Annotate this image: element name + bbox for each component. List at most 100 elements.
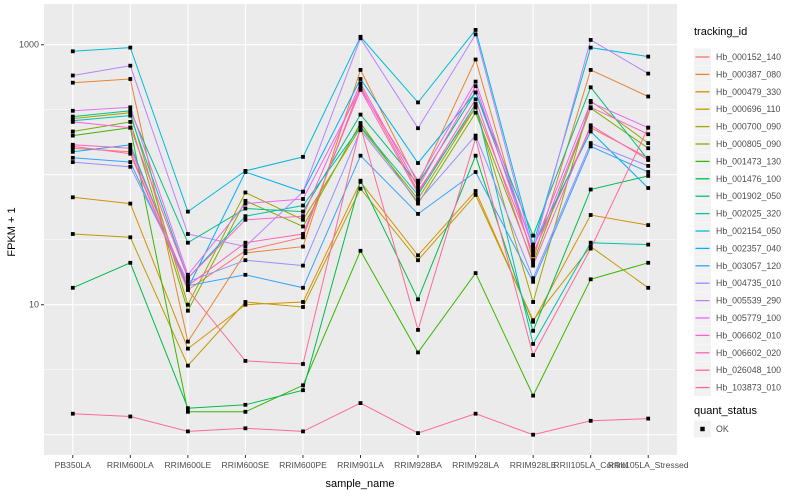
data-point — [186, 409, 190, 414]
legend-item-Hb_000479_330: Hb_000479_330 — [694, 83, 781, 101]
data-point — [358, 401, 363, 405]
data-point — [646, 141, 651, 145]
data-point — [358, 84, 363, 89]
data-point — [588, 85, 593, 90]
data-point — [128, 260, 133, 265]
data-point — [416, 182, 420, 186]
data-point — [186, 429, 190, 434]
legend: Hb_000152_140 Hb_000387_080 Hb_000479_330 H… — [694, 48, 781, 438]
data-point — [531, 276, 535, 281]
legend-item-Hb_005539_290: Hb_005539_290 — [694, 292, 781, 310]
data-point — [301, 197, 305, 201]
legend-item-Hb_026048_100: Hb_026048_100 — [694, 361, 781, 379]
data-point — [358, 124, 363, 129]
data-point — [243, 201, 248, 206]
legend-label: Hb_026048_100 — [716, 365, 781, 375]
legend-item-Hb_001473_130: Hb_001473_130 — [694, 152, 781, 170]
data-point — [301, 214, 305, 219]
data-point — [416, 258, 420, 263]
legend-label: Hb_000700_090 — [716, 122, 781, 132]
legend-label: Hb_000479_330 — [716, 87, 781, 97]
data-point — [358, 121, 363, 125]
data-point — [70, 114, 75, 119]
data-point — [531, 251, 535, 255]
data-point — [473, 189, 478, 193]
data-point — [128, 146, 133, 151]
data-point — [128, 63, 133, 68]
legend-item-Hb_002025_320: Hb_002025_320 — [694, 205, 781, 223]
data-point — [243, 409, 248, 414]
data-point — [301, 305, 305, 309]
data-point — [473, 411, 478, 416]
legend-label: Hb_005779_100 — [716, 313, 781, 323]
data-point — [473, 136, 478, 141]
data-point — [473, 84, 478, 89]
legend-label: Hb_002154_050 — [716, 226, 781, 236]
data-point — [531, 353, 535, 357]
data-point — [301, 300, 305, 304]
data-point — [416, 212, 420, 216]
data-point — [70, 108, 75, 113]
data-point — [473, 32, 478, 37]
data-point — [358, 112, 363, 117]
data-point — [531, 244, 535, 249]
data-point — [473, 79, 478, 84]
data-point — [588, 125, 593, 130]
data-point — [186, 363, 190, 368]
data-point — [588, 105, 593, 110]
data-point — [531, 258, 535, 263]
data-point — [301, 224, 305, 229]
data-point — [646, 146, 651, 151]
data-point — [588, 187, 593, 192]
data-point — [646, 71, 651, 76]
data-point — [358, 77, 363, 81]
y-axis-title: FPKM + 1 — [6, 207, 18, 256]
data-point — [301, 383, 305, 388]
data-point — [416, 161, 420, 165]
legend-item-Hb_103873_010: Hb_103873_010 — [694, 379, 781, 397]
legend-label: Hb_002357_040 — [716, 243, 781, 253]
data-point — [358, 153, 363, 158]
data-point — [646, 158, 651, 162]
data-point — [243, 251, 248, 255]
y-tick-label: 1000 — [19, 40, 39, 50]
data-point — [531, 393, 535, 398]
data-point — [646, 223, 651, 227]
data-point — [646, 164, 651, 168]
data-point — [243, 300, 248, 304]
data-point — [473, 193, 478, 197]
data-point — [301, 217, 305, 222]
data-point — [301, 232, 305, 236]
x-tick-label: PB350LA — [55, 460, 92, 470]
x-tick-label: RRIM600PE — [279, 460, 327, 470]
data-point — [416, 100, 420, 105]
y-tick-label: 10 — [29, 300, 39, 310]
legend-label: Hb_000152_140 — [716, 52, 781, 62]
data-point — [128, 235, 133, 240]
data-point — [531, 342, 535, 346]
data-point — [186, 209, 190, 214]
data-point — [70, 155, 75, 160]
data-point — [646, 94, 651, 99]
data-point — [301, 203, 305, 208]
data-point — [588, 246, 593, 251]
data-point — [186, 240, 190, 245]
data-point — [186, 232, 190, 236]
data-point — [243, 248, 248, 253]
data-point — [301, 244, 305, 249]
data-point — [186, 272, 190, 277]
legend-item-Hb_000696_110: Hb_000696_110 — [694, 100, 781, 118]
data-point — [416, 185, 420, 190]
plot-panel — [44, 4, 677, 455]
data-point — [531, 242, 535, 247]
legend-title-tracking-id: tracking_id — [694, 26, 747, 38]
data-point — [646, 285, 651, 290]
data-point — [646, 125, 651, 130]
data-point — [70, 116, 75, 121]
legend-label: Hb_103873_010 — [716, 383, 781, 393]
x-tick-label: RRIM901LA — [337, 460, 384, 470]
legend-item-Hb_000152_140: Hb_000152_140 — [694, 48, 781, 66]
data-point — [70, 73, 75, 78]
x-tick-label: RRII105LA_Control — [553, 460, 628, 470]
data-point — [416, 178, 420, 183]
